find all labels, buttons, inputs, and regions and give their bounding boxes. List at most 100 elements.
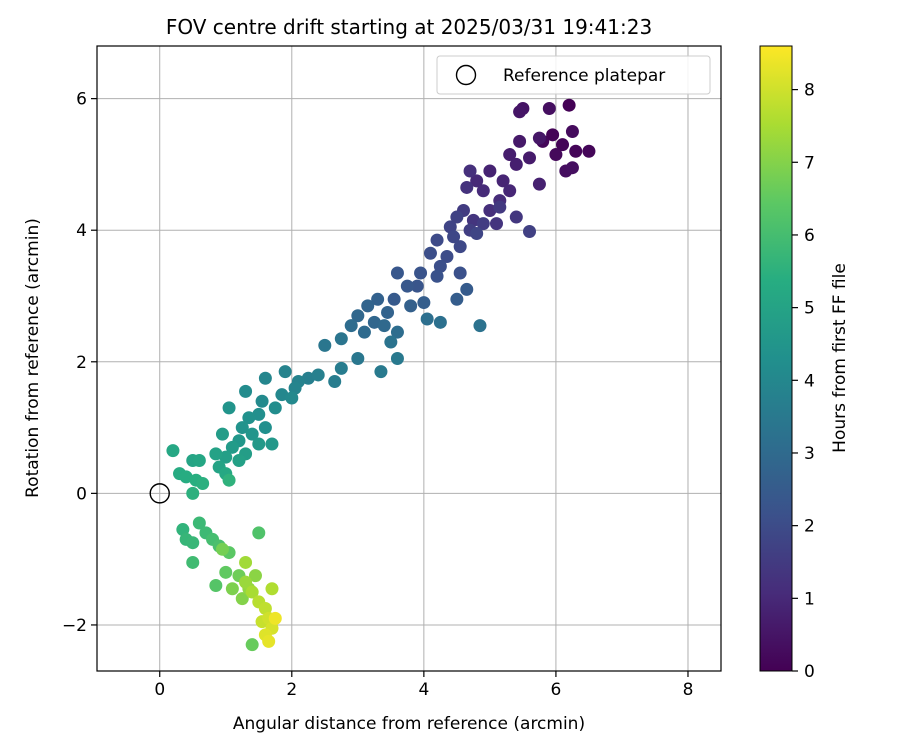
data-point [390,325,404,339]
data-point [509,210,523,224]
x-tick-label: 8 [683,680,694,700]
data-point [186,555,200,569]
data-point [311,368,325,382]
colorbar-label: Hours from first FF file [830,263,850,453]
x-axis-label: Angular distance from reference (arcmin) [233,714,585,734]
colorbar-tick-label: 3 [804,444,815,464]
data-point [361,299,375,313]
data-point [549,148,563,162]
data-point [470,227,484,240]
x-tick-label: 4 [418,680,429,700]
data-point [278,365,292,379]
data-point [430,269,444,283]
grid-lines [97,46,721,671]
data-point [268,401,282,415]
data-point [447,230,461,244]
legend-box [436,55,711,95]
data-point [400,279,414,293]
y-tick-label: 4 [76,221,87,241]
data-point [252,437,266,451]
data-point [268,611,282,625]
data-point [258,602,272,615]
data-point [222,473,236,487]
data-point [219,450,233,464]
data-point [215,542,229,556]
data-point [433,259,447,273]
colorbar-tick-label: 7 [804,153,815,173]
data-point [489,217,503,231]
data-point [239,575,253,589]
data-point [453,266,467,280]
data-point [532,177,546,191]
data-point [334,332,348,346]
colorbar-tick-label: 2 [804,517,815,537]
data-point [476,217,490,231]
data-point [565,161,579,175]
data-point [285,391,299,405]
data-point [209,578,223,592]
data-point [523,225,537,239]
data-point [351,309,365,323]
data-point [582,144,596,158]
data-point [252,526,266,540]
chart-title: FOV centre drift starting at 2025/03/31 … [166,15,652,39]
data-point [466,213,480,227]
y-tick-label: 6 [76,90,87,110]
data-point [242,411,256,425]
reference-marker-layer [149,483,170,504]
data-point [258,421,272,435]
data-point [374,365,388,379]
data-point [483,164,497,178]
colorbar-tick-label: 1 [804,589,815,609]
data-point [186,486,200,500]
x-tick-label: 0 [154,680,165,700]
data-point [377,319,391,333]
data-point [450,292,464,306]
data-point [265,437,279,451]
data-point [463,164,477,178]
data-point [235,592,249,606]
data-point [176,523,190,537]
data-point [225,582,239,596]
colorbar-ticks: 0 1 2 3 4 5 6 7 8 [792,81,815,682]
data-point [433,315,447,329]
data-point [410,279,424,293]
data-point [390,352,404,365]
y-tick-label: 0 [76,484,87,504]
data-point [225,440,239,454]
data-point [493,200,507,214]
y-axis-label: Rotation from reference (arcmin) [23,218,43,498]
data-point [542,102,556,115]
data-point [390,266,404,280]
data-point [301,371,315,385]
y-tick-label: 2 [76,353,87,373]
x-axis-ticks: 0 2 4 6 8 [154,671,693,700]
data-point [440,250,454,264]
data-point [166,444,180,458]
data-point [328,375,342,389]
data-point [235,421,249,435]
data-point [262,634,276,648]
data-point [460,282,474,296]
data-point [371,292,385,306]
data-point [351,352,365,365]
data-point [318,338,332,352]
y-tick-label: −2 [62,616,87,636]
data-point [453,240,467,254]
data-point [473,319,487,333]
data-point [503,184,517,198]
data-point [414,266,428,280]
data-point [192,516,206,530]
colorbar-tick-label: 6 [804,226,815,246]
data-point [556,138,570,152]
data-point [186,536,200,550]
plot-frame [96,45,722,672]
data-point [265,582,279,596]
data-point [222,401,236,415]
data-point [252,407,266,421]
legend: Reference platepar [436,55,711,95]
data-point [443,220,457,234]
data-point [546,128,560,142]
data-point [344,319,358,333]
